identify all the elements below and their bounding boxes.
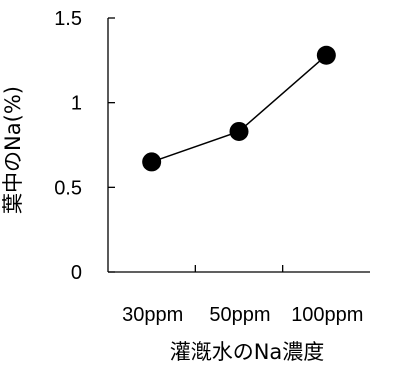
- y-axis-title: 葉中のNa(%): [1, 86, 25, 214]
- y-tick-label: 0.5: [54, 177, 82, 199]
- axes: [107, 18, 370, 273]
- data-point-marker: [316, 45, 336, 65]
- series-line: [151, 54, 327, 163]
- y-tick-label: 1: [71, 93, 82, 115]
- x-tick-label: 30ppm: [122, 304, 183, 326]
- y-tick-label: 1.5: [54, 8, 82, 30]
- x-ticks: 30ppm 50ppm 100ppm: [122, 265, 363, 326]
- data-point-marker: [142, 152, 162, 172]
- series-layer: [142, 45, 336, 172]
- y-ticks: 0 0.5 1 1.5: [54, 8, 115, 284]
- y-tick-label: 0: [71, 262, 82, 284]
- x-tick-label: 50ppm: [209, 304, 270, 326]
- data-point-marker: [229, 121, 249, 141]
- x-tick-label: 100ppm: [291, 304, 363, 326]
- x-axis-title: 灌漑水のNa濃度: [170, 340, 325, 364]
